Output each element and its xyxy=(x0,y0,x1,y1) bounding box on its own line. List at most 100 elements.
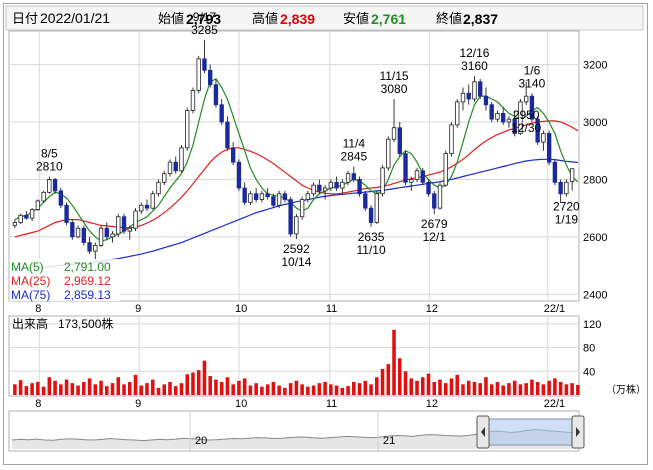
candle-body-down xyxy=(512,118,517,134)
candle-body-down xyxy=(363,193,368,209)
price-x-tick: 10 xyxy=(235,303,247,315)
candle-body-up xyxy=(190,90,196,111)
candle-body-up xyxy=(472,81,477,100)
candlestick xyxy=(282,190,288,203)
candlestick xyxy=(12,219,18,229)
volume-y-tick: 80 xyxy=(583,343,595,355)
low-label: 安値 xyxy=(343,11,369,26)
candlestick xyxy=(185,107,190,151)
volume-bar xyxy=(375,377,379,395)
candle-body-down xyxy=(104,227,109,238)
candlestick xyxy=(501,107,506,125)
candle-body-up xyxy=(294,216,299,235)
price-x-tick: 9 xyxy=(135,303,141,315)
volume-panel xyxy=(8,315,580,397)
candle-body-up xyxy=(345,173,351,183)
volume-bar xyxy=(363,380,368,395)
open-label: 始値 xyxy=(158,11,184,26)
candlestick xyxy=(133,208,138,232)
volume-bar xyxy=(443,383,448,395)
volume-bar xyxy=(495,381,500,395)
price-panel xyxy=(8,30,580,302)
volume-bar xyxy=(306,386,310,395)
candlestick xyxy=(449,122,454,157)
candle-body-down xyxy=(121,216,127,232)
candle-body-down xyxy=(70,222,75,238)
candle-body-down xyxy=(208,69,213,86)
candlestick xyxy=(18,213,23,224)
volume-bars xyxy=(13,329,580,395)
candle-body-up xyxy=(495,112,500,120)
volume-bar xyxy=(323,381,327,395)
candlestick xyxy=(213,78,219,108)
annotation-date: 12/1 xyxy=(423,230,447,244)
candle-body-down xyxy=(225,121,230,149)
volume-bar xyxy=(547,380,551,395)
high-value: 2,839 xyxy=(280,11,315,27)
volume-bar xyxy=(13,384,17,395)
candle-body-up xyxy=(391,127,397,140)
candle-body-up xyxy=(179,147,184,172)
volume-bar xyxy=(380,368,385,395)
volume-bar xyxy=(248,385,253,395)
candlestick xyxy=(265,188,270,200)
volume-bar xyxy=(70,383,75,395)
price-x-tick: 8 xyxy=(35,303,41,315)
candle-body-down xyxy=(24,214,29,219)
candle-body-up xyxy=(322,187,328,192)
candlestick xyxy=(328,179,334,191)
navigator-left-handle[interactable] xyxy=(476,415,490,449)
candle-body-up xyxy=(311,184,316,195)
price-y-tick: 3200 xyxy=(583,60,607,72)
candlestick xyxy=(403,150,408,186)
price-annotations: 8/528109/173285259210/1411/42845263511/1… xyxy=(36,10,580,269)
navigator-x-tick: 20 xyxy=(195,435,207,447)
candlestick xyxy=(305,190,311,203)
price-y-axis: 3200 3000 2800 2600 2400 xyxy=(583,60,607,302)
volume-bar xyxy=(139,385,144,395)
volume-bar xyxy=(237,380,241,395)
candle-body-up xyxy=(12,222,18,226)
arrow-right-icon xyxy=(576,427,580,437)
low-value: 2,761 xyxy=(371,11,406,27)
volume-bar xyxy=(105,386,109,395)
volume-bar xyxy=(24,386,29,395)
volume-bar xyxy=(260,386,264,395)
volume-bar xyxy=(225,377,230,395)
volume-bar xyxy=(507,383,511,395)
candlestick xyxy=(546,130,552,166)
volume-bar xyxy=(512,380,517,395)
volume-bar xyxy=(553,378,557,395)
candle-body-up xyxy=(523,95,529,103)
volume-bar xyxy=(185,374,190,395)
navigator-series-fill xyxy=(12,429,576,449)
candlestick xyxy=(460,87,466,111)
candle-body-down xyxy=(552,161,558,183)
volume-bar xyxy=(340,387,345,395)
candle-body-up xyxy=(299,199,305,218)
candlestick xyxy=(363,190,368,211)
candle-body-up xyxy=(116,216,121,235)
open-value: 2,793 xyxy=(186,11,221,27)
candle-body-down xyxy=(368,207,374,223)
navigator-right-handle[interactable] xyxy=(571,415,585,449)
candle-body-up xyxy=(276,193,282,206)
high-label: 高値 xyxy=(252,11,278,26)
volume-bar xyxy=(288,383,293,395)
annotation-date: 11/15 xyxy=(379,69,408,83)
candle-body-down xyxy=(351,173,357,180)
annotation-value: 2845 xyxy=(340,150,367,164)
volume-bar xyxy=(150,379,155,395)
candlestick xyxy=(81,225,86,246)
volume-bar xyxy=(122,384,126,395)
navigator-range-window[interactable] xyxy=(485,418,575,446)
candle-body-up xyxy=(47,179,52,193)
volume-bar xyxy=(173,386,178,395)
volume-bar xyxy=(317,383,322,395)
candlestick xyxy=(230,142,236,166)
